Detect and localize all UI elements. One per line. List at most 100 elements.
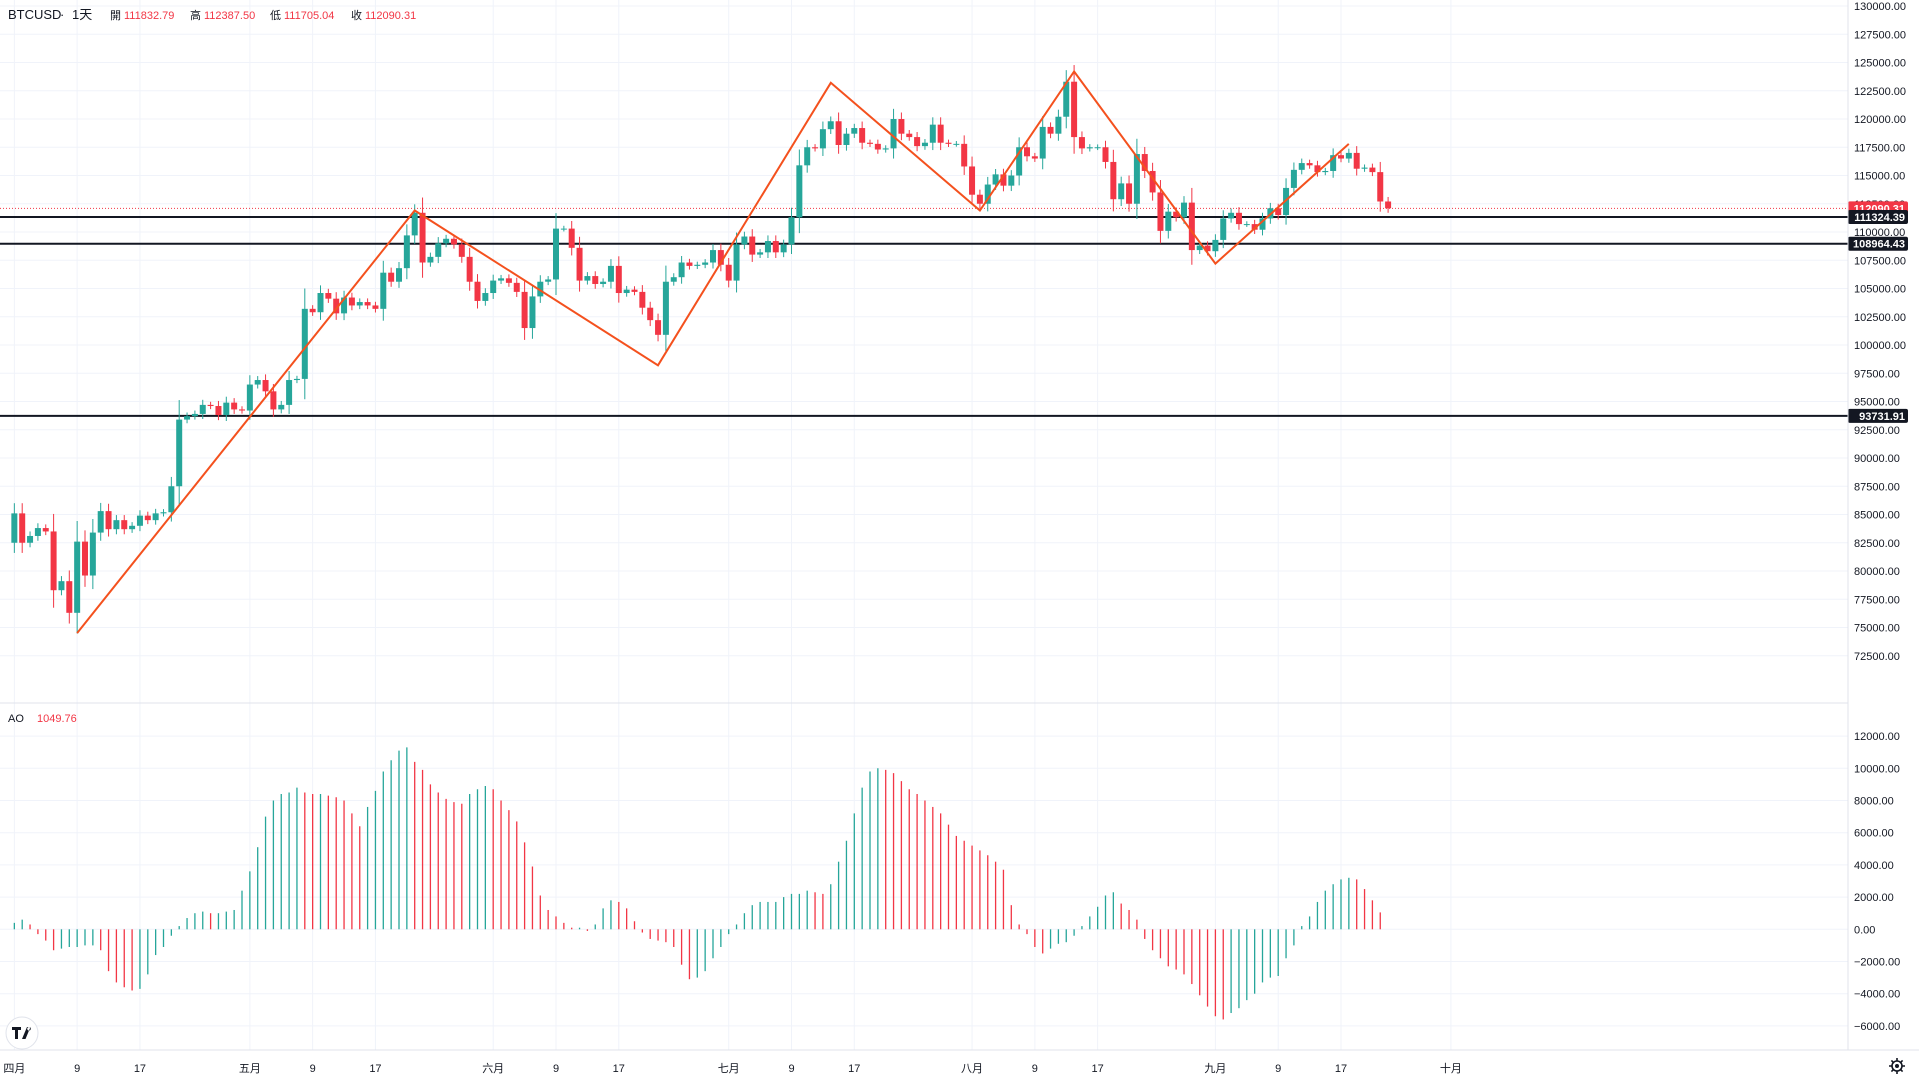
candle[interactable] <box>1322 167 1329 176</box>
candle[interactable] <box>961 135 968 175</box>
candle[interactable] <box>662 265 669 351</box>
candle[interactable] <box>105 503 112 537</box>
candle[interactable] <box>702 259 709 269</box>
candle[interactable] <box>529 285 536 339</box>
candle[interactable] <box>537 275 544 303</box>
candle[interactable] <box>474 274 481 309</box>
candle[interactable] <box>867 139 873 147</box>
candle[interactable] <box>945 139 952 147</box>
candle[interactable] <box>1031 152 1038 162</box>
candle[interactable] <box>553 213 559 295</box>
candle[interactable] <box>655 313 662 342</box>
candle[interactable] <box>1016 137 1023 186</box>
candle[interactable] <box>160 509 167 517</box>
candle[interactable] <box>1290 162 1297 196</box>
candle[interactable] <box>1078 131 1085 155</box>
candle[interactable] <box>184 412 191 424</box>
candle[interactable] <box>223 396 230 421</box>
candle[interactable] <box>1306 159 1313 169</box>
candle[interactable] <box>812 144 819 152</box>
candle[interactable] <box>301 288 308 400</box>
candle[interactable] <box>129 522 136 533</box>
candle[interactable] <box>50 513 57 608</box>
candle[interactable] <box>647 301 654 327</box>
candle[interactable] <box>121 515 128 535</box>
candle[interactable] <box>796 149 803 234</box>
candle[interactable] <box>1385 196 1392 213</box>
candle[interactable] <box>19 503 26 553</box>
candle[interactable] <box>1188 187 1195 265</box>
candle[interactable] <box>388 267 395 287</box>
candle[interactable] <box>435 237 442 264</box>
candle[interactable] <box>1055 109 1062 141</box>
candle[interactable] <box>631 286 638 296</box>
candle[interactable] <box>976 189 983 209</box>
candle[interactable] <box>207 401 214 410</box>
candle[interactable] <box>466 247 473 291</box>
candle[interactable] <box>804 139 811 173</box>
candle[interactable] <box>914 131 921 152</box>
candle[interactable] <box>309 305 316 316</box>
candle[interactable] <box>1024 142 1030 162</box>
candle[interactable] <box>584 272 591 285</box>
candle[interactable] <box>874 139 881 154</box>
candle[interactable] <box>1118 176 1125 207</box>
candle[interactable] <box>592 271 599 289</box>
symbol-legend[interactable]: BTCUSD · 1天 開 111832.79 高 112387.50 低 11… <box>8 7 416 22</box>
ao-axis[interactable]: 12000.00 10000.00 8000.00 6000.00 4000.00 200… <box>1854 731 1900 1033</box>
candle[interactable] <box>521 280 528 340</box>
horizontal-levels[interactable] <box>0 207 1848 417</box>
candle[interactable] <box>1063 70 1070 129</box>
candle[interactable] <box>725 257 732 288</box>
candle[interactable] <box>482 288 489 306</box>
candle[interactable] <box>600 278 607 288</box>
candle[interactable] <box>262 374 269 397</box>
candle[interactable] <box>419 197 426 278</box>
candle[interactable] <box>890 108 897 159</box>
candle[interactable] <box>819 121 826 157</box>
candle[interactable] <box>443 234 450 248</box>
candle[interactable] <box>639 285 646 315</box>
zigzag[interactable] <box>76 69 1350 634</box>
candle[interactable] <box>199 399 206 420</box>
candle[interactable] <box>1181 196 1187 224</box>
candle[interactable] <box>623 285 630 297</box>
candle[interactable] <box>1133 138 1140 220</box>
time-axis[interactable]: 四月 9 17 五月 9 17 六月 9 17 七月 9 17 八月 9 17 九月 9 17 十月 <box>3 1061 1462 1075</box>
candle[interactable] <box>615 256 622 303</box>
candle[interactable] <box>937 117 944 151</box>
candle[interactable] <box>1243 221 1250 227</box>
candle[interactable] <box>458 238 465 263</box>
candle[interactable] <box>113 515 120 535</box>
candle[interactable] <box>1086 144 1093 152</box>
candle[interactable] <box>89 519 96 590</box>
candle[interactable] <box>607 259 614 289</box>
candle[interactable] <box>1361 164 1368 172</box>
candle[interactable] <box>505 274 512 287</box>
candle[interactable] <box>144 511 151 525</box>
candle[interactable] <box>1298 158 1305 175</box>
candle[interactable] <box>1353 146 1360 176</box>
ao-legend[interactable]: AO 1049.76 <box>8 713 77 725</box>
candle[interactable] <box>788 207 795 255</box>
candle[interactable] <box>1314 160 1321 177</box>
candle[interactable] <box>333 292 340 320</box>
candle[interactable] <box>1071 65 1078 154</box>
candle[interactable] <box>176 400 183 506</box>
candle[interactable] <box>341 290 348 321</box>
candle[interactable] <box>741 231 748 250</box>
candle[interactable] <box>1165 204 1172 239</box>
candle[interactable] <box>1330 148 1337 178</box>
candle[interactable] <box>757 248 764 258</box>
candle[interactable] <box>396 261 402 288</box>
candle[interactable] <box>780 239 787 258</box>
candle[interactable] <box>764 235 771 258</box>
candle[interactable] <box>694 261 701 270</box>
candle[interactable] <box>843 128 850 151</box>
candle[interactable] <box>450 234 457 249</box>
candle[interactable] <box>1110 149 1117 212</box>
candle[interactable] <box>58 576 65 596</box>
candle[interactable] <box>11 503 18 553</box>
